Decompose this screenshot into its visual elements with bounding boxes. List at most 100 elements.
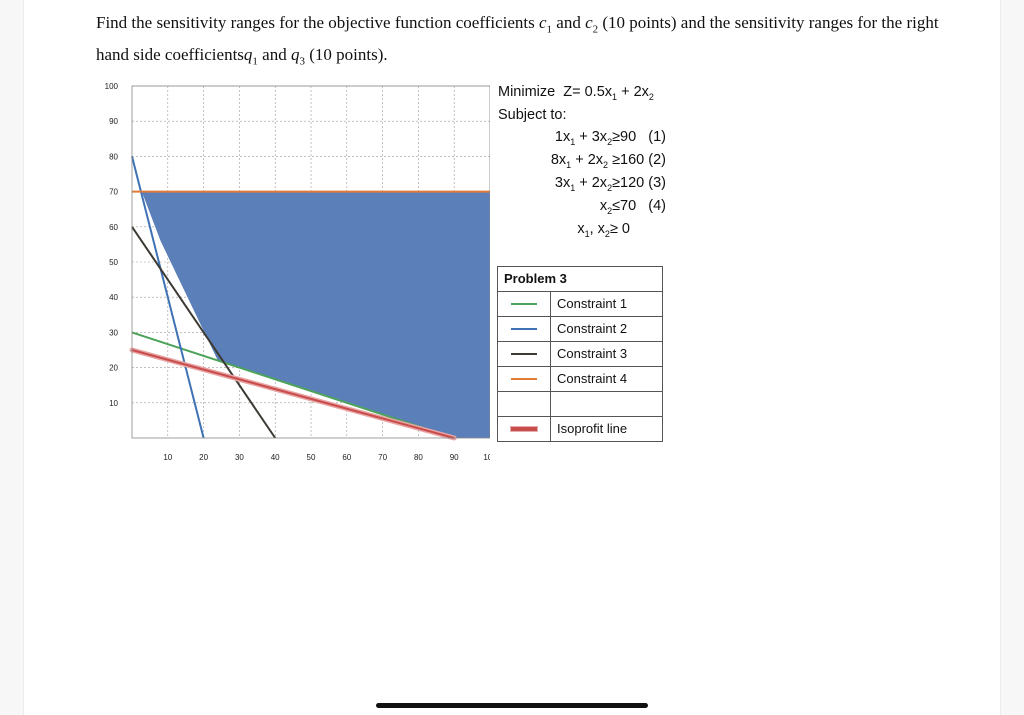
constraint-3-row: 3x1 + 2x2≥120 (3) [498,172,678,195]
y-tick-label: 50 [109,258,118,267]
c1-c: ≥90 [612,129,637,145]
subject-to-label: Subject to: [498,107,567,123]
c3-b: + 2x [575,175,608,191]
legend-swatch [498,392,551,416]
x-tick-label: 40 [271,453,280,462]
y-tick-label: 60 [109,223,118,232]
legend-item-isoprofit: Isoprofit line [498,417,662,441]
c2-a: 8x [550,152,567,168]
constraint-2-row: 8x1 + 2x2 ≥160 (2) [498,149,678,172]
c2-sub-2: 2 [603,159,609,170]
legend-label [551,392,557,416]
question-part-3: (10 points). [304,45,388,65]
legend-swatch [498,317,551,341]
legend-label: Isoprofit line [557,421,628,436]
left-frame [0,0,24,715]
var-q1: q [243,45,253,65]
c1-a: 1x [554,129,571,145]
c1-sub-2: 2 [607,136,613,147]
var-q3: q [290,45,300,65]
legend-swatch [498,342,551,366]
constraint-1-swatch [511,303,537,305]
c5-a: x [577,221,585,237]
x-tick-label: 60 [342,453,351,462]
question-part-1: Find the sensitivity ranges for the obje… [96,13,539,32]
var-c1: c [539,13,547,32]
constraint-2-swatch [511,328,537,330]
c4-c: ≤70 [612,198,637,214]
c2-b: + 2x [571,152,604,168]
y-tick-label: 10 [109,399,118,408]
scroll-indicator[interactable] [376,703,648,708]
c2-number: (2) [648,152,666,168]
x-tick-label: 10 [163,453,172,462]
legend-label: Constraint 1 [557,296,628,311]
lp-formulation: Minimize Z= 0.5x1 + 2x2 Subject to: 1x1 … [498,80,678,241]
legend-label: Constraint 3 [557,346,628,361]
question-and-1: and [552,13,586,32]
legend-item-empty [498,392,662,417]
legend-label: Constraint 4 [557,371,628,386]
x-tick-label: 90 [450,453,459,462]
nonnegativity-row: x1, x2≥ 0 [498,218,678,241]
x-tick-label: 100 [483,453,490,462]
c3-sub-2: 2 [607,182,613,193]
legend-item-constraint-1: Constraint 1 [498,292,662,317]
sub-q1: 1 [252,55,258,68]
plot-frame [131,85,490,439]
constraint-1-line [131,331,455,439]
constraint-4-swatch [511,378,537,380]
sub-c2: 2 [592,23,599,36]
y-tick-label: 90 [109,117,118,126]
obj-term-1: Z= 0.5x [563,84,613,100]
legend-swatch [498,292,551,316]
c3-a: 3x [554,175,571,191]
obj-sub-1: 1 [612,91,618,102]
right-frame [1000,0,1024,715]
c4-a: x [599,198,608,214]
c5-sub-2: 2 [604,228,610,239]
legend-title: Problem 3 [498,267,662,292]
y-tick-label: 20 [109,364,118,373]
obj-term-2: + 2x [617,84,649,100]
constraint-1-row: 1x1 + 3x2≥90 (1) [498,126,678,149]
question-and-2: and [257,45,291,65]
c1-b: + 3x [575,129,608,145]
c1-sub-1: 1 [570,136,576,147]
y-tick-label: 40 [109,293,118,302]
y-tick-label: 30 [109,328,118,337]
constraint-3-swatch [511,353,537,355]
minimize-label: Minimize [498,84,556,100]
constraint-3-line [131,226,277,439]
question-part-2: (10 points) and the sensitivity ranges f… [96,13,939,65]
legend-item-constraint-4: Constraint 4 [498,367,662,392]
objective-row: Minimize Z= 0.5x1 + 2x2 [498,80,678,104]
legend-swatch [498,417,551,441]
legend-swatch [498,367,551,391]
x-tick-label: 70 [378,453,387,462]
c3-sub-1: 1 [570,182,576,193]
c2-sub-1: 1 [566,159,572,170]
x-tick-label: 80 [414,453,423,462]
legend-label: Constraint 2 [557,321,628,336]
chart-legend: Problem 3 Constraint 1 Constraint 2 Cons… [497,266,663,442]
c3-number: (3) [648,175,666,191]
feasible-region-overlay [141,191,490,438]
isoprofit-swatch [511,427,537,431]
obj-sub-2: 2 [648,91,654,102]
c3-c: ≥120 [612,175,645,191]
x-tick-label: 50 [307,453,316,462]
sub-q3: 3 [299,55,305,68]
x-tick-label: 20 [199,453,208,462]
y-tick-label: 100 [105,82,119,91]
c5-c: ≥ 0 [609,221,630,237]
sub-c1: 1 [546,23,553,36]
x-tick-label: 30 [235,453,244,462]
var-c2: c [585,13,593,32]
y-tick-label: 70 [109,188,118,197]
c1-number: (1) [648,129,666,145]
constraint-2-line [131,156,205,439]
c4-number: (4) [648,198,666,214]
c5-b: , x [589,221,605,237]
c4-sub-2: 2 [607,205,613,216]
